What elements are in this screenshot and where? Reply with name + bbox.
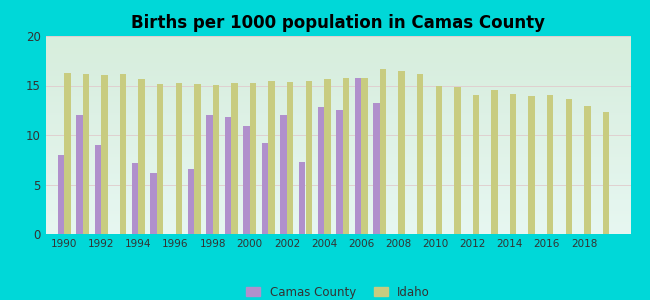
- Bar: [262, 143, 268, 234]
- Bar: [120, 74, 126, 234]
- Bar: [150, 172, 157, 234]
- Bar: [194, 83, 201, 234]
- Bar: [566, 99, 572, 234]
- Bar: [306, 80, 312, 234]
- Bar: [231, 82, 238, 234]
- Bar: [280, 115, 287, 234]
- Bar: [299, 162, 305, 234]
- Bar: [268, 80, 275, 234]
- Bar: [213, 85, 219, 234]
- Bar: [250, 82, 256, 234]
- Bar: [95, 145, 101, 234]
- Bar: [206, 115, 213, 234]
- Bar: [373, 103, 380, 234]
- Bar: [176, 82, 182, 234]
- Bar: [355, 78, 361, 234]
- Bar: [324, 79, 331, 234]
- Bar: [76, 115, 83, 234]
- Bar: [361, 78, 368, 234]
- Bar: [454, 88, 461, 234]
- Bar: [287, 82, 293, 234]
- Bar: [584, 106, 591, 234]
- Bar: [603, 112, 609, 234]
- Bar: [318, 107, 324, 234]
- Bar: [473, 95, 479, 234]
- Bar: [225, 117, 231, 234]
- Bar: [417, 74, 423, 234]
- Bar: [64, 73, 71, 234]
- Bar: [380, 69, 386, 234]
- Bar: [157, 83, 163, 234]
- Legend: Camas County, Idaho: Camas County, Idaho: [241, 281, 435, 300]
- Bar: [528, 96, 535, 234]
- Bar: [547, 95, 553, 234]
- Bar: [336, 110, 343, 234]
- Bar: [188, 169, 194, 234]
- Bar: [58, 155, 64, 234]
- Bar: [436, 85, 442, 234]
- Bar: [83, 74, 89, 234]
- Bar: [138, 79, 145, 234]
- Bar: [101, 75, 108, 234]
- Bar: [398, 71, 405, 234]
- Bar: [510, 94, 516, 234]
- Bar: [132, 163, 138, 234]
- Bar: [343, 78, 349, 234]
- Bar: [491, 90, 498, 234]
- Bar: [243, 126, 250, 234]
- Title: Births per 1000 population in Camas County: Births per 1000 population in Camas Coun…: [131, 14, 545, 32]
